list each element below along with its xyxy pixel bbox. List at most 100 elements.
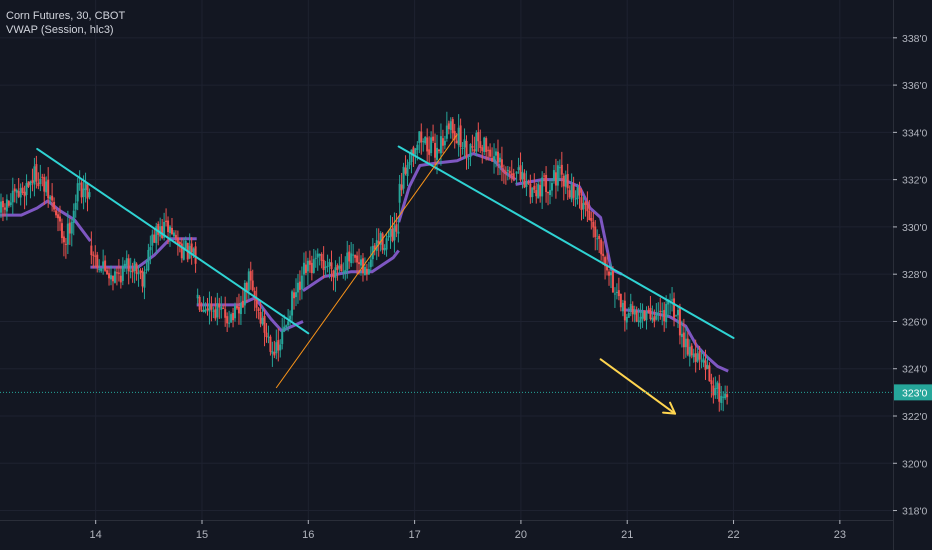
candle-body xyxy=(635,311,638,322)
candle-body xyxy=(356,255,359,263)
candle-body xyxy=(554,172,557,186)
candle-body xyxy=(712,385,715,396)
indicator-title[interactable]: VWAP (Session, hlc3) xyxy=(6,24,114,36)
candle-body xyxy=(326,265,329,268)
candle-body xyxy=(655,313,658,320)
candle-body xyxy=(414,148,417,155)
candle-body xyxy=(519,165,522,181)
price-axis[interactable]: 318'0 320'0 322'0 324'0 326'0 328'0 330'0 332'0… xyxy=(893,0,932,550)
candle-body xyxy=(29,181,32,186)
price-tick-label: 328'0 xyxy=(902,269,928,281)
candle-body xyxy=(334,267,337,278)
time-tick-label: 22 xyxy=(727,529,739,541)
candle-body xyxy=(271,351,274,354)
candle-body xyxy=(354,254,357,258)
candle-body xyxy=(643,310,646,321)
candle-body xyxy=(90,245,93,256)
candle-body xyxy=(611,270,614,293)
candle-body xyxy=(702,358,705,363)
candle-body xyxy=(426,137,429,152)
candle-body xyxy=(381,233,384,250)
candle-body xyxy=(481,147,484,151)
candle-body xyxy=(517,167,520,171)
candle-body xyxy=(253,290,256,298)
last-price-label: 323'0 xyxy=(902,387,928,399)
candle-body xyxy=(700,360,703,362)
candle-body xyxy=(104,260,107,271)
candle-body xyxy=(560,164,563,175)
trendline-1 xyxy=(36,147,310,335)
candle-body xyxy=(210,303,213,310)
candle-body xyxy=(600,239,603,255)
symbol-title[interactable]: Corn Futures, 30, CBOT xyxy=(6,10,126,22)
candle-body xyxy=(314,257,317,259)
candle-body xyxy=(119,275,122,283)
candle-body xyxy=(261,317,264,325)
candle-body xyxy=(344,270,347,273)
candle-body xyxy=(580,197,583,211)
candle-body xyxy=(66,223,69,245)
candle-body xyxy=(682,332,685,348)
candle-body xyxy=(108,273,111,279)
candle-body xyxy=(27,181,30,187)
candle-body xyxy=(94,255,97,257)
candle-body xyxy=(645,311,648,321)
candle-body xyxy=(304,264,307,273)
candle-body xyxy=(443,140,446,146)
candle-body xyxy=(673,298,676,318)
candle-body xyxy=(342,271,345,273)
candle-body xyxy=(406,165,409,177)
time-axis-background xyxy=(0,520,893,550)
candle-body xyxy=(222,307,225,309)
candle-body xyxy=(163,221,166,238)
candle-body xyxy=(106,270,109,275)
candle-body xyxy=(31,180,34,183)
candle-body xyxy=(477,131,480,142)
candle-body xyxy=(322,259,325,271)
candle-body xyxy=(129,270,132,272)
candle-body xyxy=(521,171,524,180)
candle-body xyxy=(174,234,177,238)
candle-body xyxy=(9,202,12,206)
price-tick-label: 322'0 xyxy=(902,411,928,423)
candle-body xyxy=(576,187,579,200)
candle-body xyxy=(651,317,654,321)
candle-body xyxy=(609,272,612,276)
support-line xyxy=(275,134,458,389)
candle-body xyxy=(33,166,36,185)
drawing-tools[interactable] xyxy=(36,134,735,415)
candle-body xyxy=(234,305,237,319)
candle-body xyxy=(338,265,341,269)
candle-body xyxy=(434,142,437,158)
candle-body xyxy=(529,183,532,198)
candle-body xyxy=(515,171,518,174)
candle-body xyxy=(527,182,530,184)
candle-body xyxy=(155,226,158,244)
candle-body xyxy=(566,173,569,189)
candle-body xyxy=(57,214,60,219)
candle-body xyxy=(224,309,227,318)
candle-body xyxy=(379,233,382,245)
candle-body xyxy=(239,302,242,315)
candle-body xyxy=(330,262,333,270)
candle-body xyxy=(537,184,540,199)
candle-body xyxy=(649,307,652,319)
candle-body xyxy=(408,161,411,166)
candle-body xyxy=(716,382,719,390)
candle-body xyxy=(418,131,421,143)
candle-body xyxy=(68,222,71,234)
candle-body xyxy=(584,201,587,205)
candle-body xyxy=(615,291,618,293)
candle-body xyxy=(51,195,54,201)
candle-body xyxy=(17,191,20,197)
candle-body xyxy=(410,149,413,162)
candle-body xyxy=(3,207,6,210)
candle-body xyxy=(710,380,713,385)
candle-body xyxy=(463,139,466,148)
candle-body xyxy=(123,263,126,267)
candle-body xyxy=(504,171,507,173)
candle-body xyxy=(7,200,10,206)
time-axis[interactable]: 14 15 16 17 20 21 22 23 xyxy=(0,520,893,550)
candle-body xyxy=(1,200,4,208)
